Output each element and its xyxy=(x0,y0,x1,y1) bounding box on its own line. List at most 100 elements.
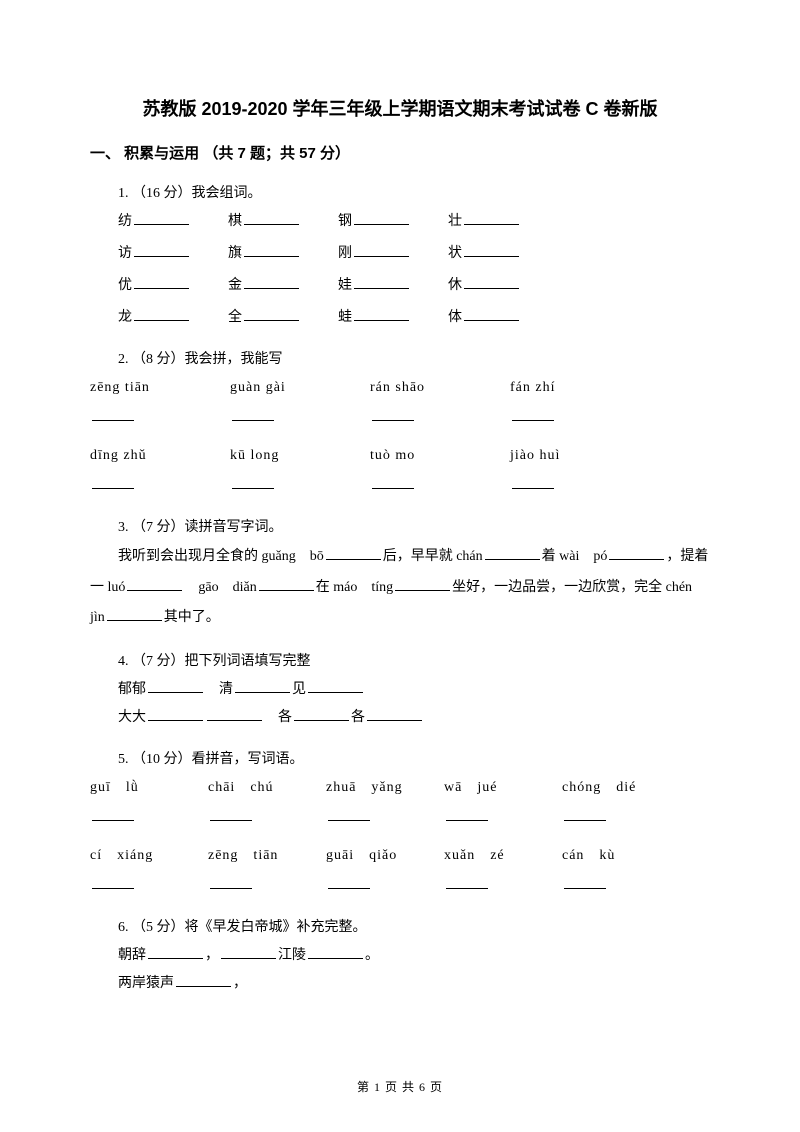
blank[interactable] xyxy=(244,275,299,289)
q1-cell: 壮 xyxy=(448,208,558,236)
pinyin-label: guāi qiǎo xyxy=(326,842,444,870)
pinyin-label: zēng tiān xyxy=(90,374,230,402)
pinyin-label: chóng dié xyxy=(562,774,680,802)
q6-line1: 朝辞，江陵。 xyxy=(118,942,710,970)
blank[interactable] xyxy=(232,475,274,489)
q1-row: 访 旗 刚 状 xyxy=(118,240,710,268)
q4-line2: 大大 各各 xyxy=(118,704,710,732)
blank[interactable] xyxy=(464,307,519,321)
blank[interactable] xyxy=(564,807,606,821)
blank[interactable] xyxy=(354,243,409,257)
blank[interactable] xyxy=(176,973,231,987)
q1-cell: 纺 xyxy=(118,208,228,236)
blank[interactable] xyxy=(354,307,409,321)
blank[interactable] xyxy=(564,875,606,889)
question-4: 4. （7 分）把下列词语填写完整 郁郁 清见 大大 各各 xyxy=(90,648,710,732)
blank[interactable] xyxy=(326,546,381,560)
q6-line2: 两岸猿声， xyxy=(118,970,710,998)
q1-cell: 全 xyxy=(228,304,338,332)
q4-prompt: 4. （7 分）把下列词语填写完整 xyxy=(118,648,710,676)
blank[interactable] xyxy=(235,679,290,693)
blank[interactable] xyxy=(464,243,519,257)
blank[interactable] xyxy=(134,243,189,257)
q5-prompt: 5. （10 分）看拼音，写词语。 xyxy=(90,746,710,774)
blank[interactable] xyxy=(485,546,540,560)
blank[interactable] xyxy=(372,407,414,421)
blank[interactable] xyxy=(294,707,349,721)
q1-row: 优 金 娃 休 xyxy=(118,272,710,300)
q2-answer-row xyxy=(90,404,710,432)
blank[interactable] xyxy=(308,945,363,959)
blank[interactable] xyxy=(210,807,252,821)
document-title: 苏教版 2019-2020 学年三年级上学期语文期末考试试卷 C 卷新版 xyxy=(90,95,710,124)
blank[interactable] xyxy=(148,945,203,959)
q3-prompt: 3. （7 分）读拼音写字词。 xyxy=(90,514,710,542)
q1-cell: 钢 xyxy=(338,208,448,236)
blank[interactable] xyxy=(232,407,274,421)
q5-pinyin-row: cí xiáng zēng tiān guāi qiǎo xuǎn zé cán… xyxy=(90,842,710,870)
q1-cell: 状 xyxy=(448,240,558,268)
blank[interactable] xyxy=(92,807,134,821)
pinyin-label: kū long xyxy=(230,442,370,470)
q1-row: 龙 全 蛙 体 xyxy=(118,304,710,332)
blank[interactable] xyxy=(244,243,299,257)
blank[interactable] xyxy=(244,211,299,225)
pinyin-label: wā jué xyxy=(444,774,562,802)
q2-pinyin-row: zēng tiān guàn gài rán shāo fán zhí xyxy=(90,374,710,402)
pinyin-label: rán shāo xyxy=(370,374,510,402)
blank[interactable] xyxy=(92,875,134,889)
blank[interactable] xyxy=(464,275,519,289)
question-3: 3. （7 分）读拼音写字词。 我听到会出现月全食的 guǎng bō后，早早就… xyxy=(90,514,710,634)
pinyin-label: chāi chú xyxy=(208,774,326,802)
blank[interactable] xyxy=(107,607,162,621)
blank[interactable] xyxy=(207,707,262,721)
blank[interactable] xyxy=(512,475,554,489)
blank[interactable] xyxy=(134,307,189,321)
pinyin-label: zhuā yǎng xyxy=(326,774,444,802)
blank[interactable] xyxy=(446,807,488,821)
blank[interactable] xyxy=(609,546,664,560)
pinyin-label: cán kù xyxy=(562,842,680,870)
question-2: 2. （8 分）我会拼，我能写 zēng tiān guàn gài rán s… xyxy=(90,346,710,500)
blank[interactable] xyxy=(372,475,414,489)
blank[interactable] xyxy=(244,307,299,321)
blank[interactable] xyxy=(92,407,134,421)
q1-cell: 体 xyxy=(448,304,558,332)
blank[interactable] xyxy=(354,211,409,225)
pinyin-label: guàn gài xyxy=(230,374,370,402)
blank[interactable] xyxy=(395,577,450,591)
q2-answer-row xyxy=(90,472,710,500)
blank[interactable] xyxy=(127,577,182,591)
blank[interactable] xyxy=(367,707,422,721)
blank[interactable] xyxy=(512,407,554,421)
question-1: 1. （16 分）我会组词。 纺 棋 钢 壮 访 旗 刚 状 优 金 娃 休 龙… xyxy=(90,180,710,332)
blank[interactable] xyxy=(134,275,189,289)
pinyin-label: jiào huì xyxy=(510,442,650,470)
page-footer: 第 1 页 共 6 页 xyxy=(0,1078,800,1097)
blank[interactable] xyxy=(210,875,252,889)
pinyin-label: guī lǜ xyxy=(90,774,208,802)
q1-cell: 蛙 xyxy=(338,304,448,332)
blank[interactable] xyxy=(148,679,203,693)
blank[interactable] xyxy=(328,807,370,821)
blank[interactable] xyxy=(259,577,314,591)
blank[interactable] xyxy=(221,945,276,959)
pinyin-label: fán zhí xyxy=(510,374,650,402)
q1-row: 纺 棋 钢 壮 xyxy=(118,208,710,236)
blank[interactable] xyxy=(328,875,370,889)
blank[interactable] xyxy=(92,475,134,489)
q5-answer-row xyxy=(90,872,710,900)
blank[interactable] xyxy=(354,275,409,289)
q1-cell: 旗 xyxy=(228,240,338,268)
blank[interactable] xyxy=(148,707,203,721)
q1-cell: 金 xyxy=(228,272,338,300)
question-5: 5. （10 分）看拼音，写词语。 guī lǜ chāi chú zhuā y… xyxy=(90,746,710,900)
blank[interactable] xyxy=(464,211,519,225)
blank[interactable] xyxy=(308,679,363,693)
blank[interactable] xyxy=(134,211,189,225)
q1-cell: 休 xyxy=(448,272,558,300)
q1-cell: 龙 xyxy=(118,304,228,332)
q1-prompt: 1. （16 分）我会组词。 xyxy=(118,180,710,208)
blank[interactable] xyxy=(446,875,488,889)
pinyin-label: tuò mo xyxy=(370,442,510,470)
